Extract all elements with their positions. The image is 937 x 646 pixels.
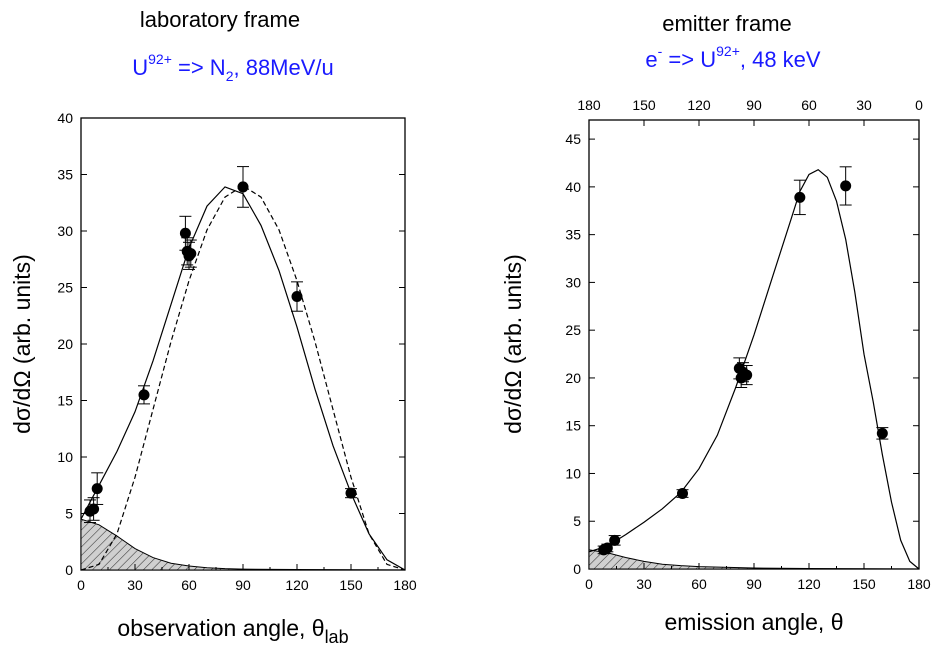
y-tick-label: 20	[57, 336, 73, 352]
data-point	[876, 427, 888, 439]
data-point	[741, 369, 753, 381]
top-x-axis-ticks: 180 150 120 90 60 30 0	[577, 97, 923, 126]
y-tick-label: 15	[565, 418, 581, 434]
x-tick-label: 30	[636, 576, 652, 592]
data-point	[88, 503, 100, 515]
x-tick-label: 0	[77, 577, 85, 593]
y-axis-ticks: 0 5 10 15 20 25 30 35 40	[57, 110, 405, 578]
top-x-tick-label: 150	[632, 97, 656, 113]
data-point	[677, 488, 688, 500]
y-tick-label: 5	[573, 513, 581, 529]
curves	[80, 185, 406, 571]
data-point	[609, 534, 621, 546]
x-tick-label: 60	[691, 576, 707, 592]
x-tick-label: 60	[181, 577, 197, 593]
y-tick-label: 15	[57, 393, 73, 409]
top-x-tick-label: 120	[687, 97, 711, 113]
y-tick-label: 35	[565, 227, 581, 243]
data-points	[84, 166, 357, 524]
top-x-tick-label: 60	[801, 97, 817, 113]
data-points	[597, 166, 889, 556]
y-tick-label: 30	[565, 274, 581, 290]
y-tick-label: 0	[65, 562, 73, 578]
data-point	[179, 227, 191, 239]
data-point	[345, 487, 357, 499]
x-tick-label: 90	[746, 576, 762, 592]
data-point	[794, 191, 806, 203]
data-point	[138, 389, 150, 401]
x-tick-label: 120	[285, 577, 309, 593]
y-tick-label: 30	[57, 223, 73, 239]
top-x-tick-label: 90	[746, 97, 762, 113]
y-tick-label: 10	[57, 449, 73, 465]
x-tick-label: 0	[585, 576, 593, 592]
x-tick-label: 180	[393, 577, 417, 593]
top-x-tick-label: 0	[915, 97, 923, 113]
x-tick-label: 90	[235, 577, 251, 593]
data-point	[237, 181, 249, 193]
plot-frame	[588, 119, 920, 570]
chart-title: laboratory frame	[140, 7, 300, 32]
y-axis-ticks: 0 5 10 15 20 25 30 35 40 45	[565, 131, 919, 577]
curves	[588, 168, 920, 570]
y-tick-label: 40	[565, 179, 581, 195]
y-tick-label: 25	[57, 280, 73, 296]
dashed-fit-curve	[80, 185, 406, 571]
y-tick-label: 25	[565, 322, 581, 338]
y-tick-label: 20	[565, 370, 581, 386]
data-point	[840, 180, 852, 192]
chart-subtitle: e- => U92+, 48 keV	[645, 43, 821, 72]
x-tick-label: 180	[907, 576, 931, 592]
x-axis-label: observation angle, θlab	[117, 615, 348, 646]
y-tick-label: 35	[57, 167, 73, 183]
y-tick-label: 40	[57, 110, 73, 126]
top-x-tick-label: 180	[577, 97, 601, 113]
y-axis-label: dσ/dΩ (arb. units)	[9, 254, 35, 434]
x-tick-label: 30	[127, 577, 143, 593]
y-axis-label: dσ/dΩ (arb. units)	[500, 254, 526, 434]
y-tick-label: 10	[565, 465, 581, 481]
x-tick-label: 150	[339, 577, 363, 593]
top-x-tick-label: 30	[856, 97, 872, 113]
hatched-area	[80, 518, 406, 571]
data-point	[185, 248, 197, 260]
background-hatched-area	[80, 518, 406, 571]
y-tick-label: 0	[573, 561, 581, 577]
solid-fit-curve	[588, 168, 920, 570]
data-point	[91, 483, 103, 495]
x-axis-ticks: 0 30 60 90 120 150 180	[77, 564, 417, 593]
data-point	[291, 291, 303, 303]
y-tick-label: 5	[65, 506, 73, 522]
solid-fit-curve	[80, 186, 406, 571]
chart-title: emitter frame	[662, 11, 792, 36]
emitter-frame-chart: emitter frame e- => U92+, 48 keV 0 30 60 90…	[500, 11, 931, 635]
x-axis-ticks: 0 30 60 90 120 150 180	[585, 563, 931, 592]
laboratory-frame-chart: laboratory frame U92+ => N2, 88MeV/u 0 30…	[9, 7, 417, 646]
x-axis-label: emission angle, θ	[665, 609, 844, 635]
x-tick-label: 150	[852, 576, 876, 592]
x-tick-label: 120	[797, 576, 821, 592]
chart-subtitle: U92+ => N2, 88MeV/u	[132, 51, 334, 84]
y-tick-label: 45	[565, 131, 581, 147]
